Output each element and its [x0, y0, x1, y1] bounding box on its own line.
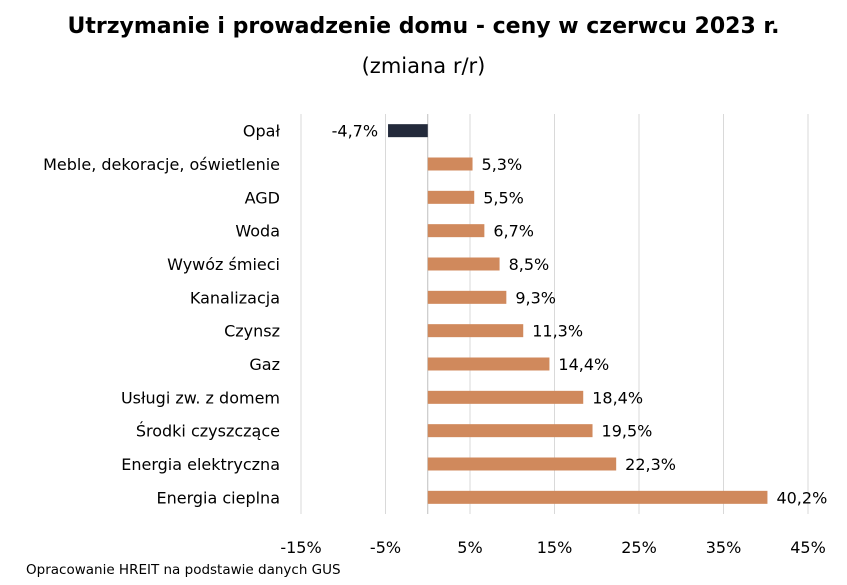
bar-4: [427, 257, 500, 271]
gridlines: [300, 114, 809, 514]
value-label-5: 9,3%: [515, 288, 556, 307]
bar-7: [427, 357, 550, 371]
value-label-0: -4,7%: [332, 122, 378, 141]
value-label-10: 22,3%: [625, 455, 676, 474]
bar-8: [427, 390, 584, 404]
value-label-11: 40,2%: [776, 488, 827, 507]
category-label-0: Opał: [243, 122, 281, 141]
value-label-8: 18,4%: [592, 388, 643, 407]
bar-0: [388, 124, 428, 138]
category-label-10: Energia elektryczna: [121, 455, 280, 474]
category-label-8: Usługi zw. z domem: [121, 388, 280, 407]
bar-1: [427, 157, 473, 171]
value-label-3: 6,7%: [493, 222, 534, 241]
x-tick-label-3: 15%: [537, 538, 573, 557]
category-labels: Opał Meble, dekoracje, oświetlenie AGD Woda…: [43, 122, 280, 508]
x-tick-label-1: -5%: [370, 538, 401, 557]
category-label-5: Kanalizacja: [190, 288, 280, 307]
category-label-9: Środki czyszczące: [136, 422, 280, 441]
value-label-6: 11,3%: [532, 322, 583, 341]
bars: [388, 124, 768, 504]
bar-6: [427, 324, 524, 338]
bar-10: [427, 457, 617, 471]
chart-title: Utrzymanie i prowadzenie domu - ceny w c…: [67, 14, 780, 39]
bar-11: [427, 490, 768, 504]
bar-2: [427, 190, 475, 204]
value-label-1: 5,3%: [482, 155, 523, 174]
x-tick-label-0: -15%: [280, 538, 321, 557]
category-label-1: Meble, dekoracje, oświetlenie: [43, 155, 280, 174]
value-labels: -4,7% 5,3% 5,5% 6,7% 8,5% 9,3% 11,3% 14,4% 18,4%…: [332, 122, 828, 508]
source-note: Opracowanie HREIT na podstawie danych GU…: [26, 562, 341, 578]
x-tick-label-5: 35%: [706, 538, 742, 557]
value-label-4: 8,5%: [509, 255, 550, 274]
x-tick-labels: -15% -5% 5% 15% 25% 35% 45%: [280, 538, 825, 557]
category-label-3: Woda: [235, 222, 280, 241]
value-label-2: 5,5%: [483, 188, 524, 207]
x-tick-label-2: 5%: [457, 538, 482, 557]
category-label-2: AGD: [245, 188, 280, 207]
x-tick-label-4: 25%: [621, 538, 657, 557]
bar-3: [427, 224, 485, 238]
category-label-7: Gaz: [249, 355, 280, 374]
bar-5: [427, 290, 507, 304]
chart-subtitle: (zmiana r/r): [361, 54, 486, 78]
x-tick-label-6: 45%: [790, 538, 826, 557]
category-label-11: Energia cieplna: [156, 488, 280, 507]
value-label-9: 19,5%: [602, 422, 653, 441]
category-label-4: Wywóz śmieci: [167, 255, 280, 274]
bar-9: [427, 424, 593, 438]
category-label-6: Czynsz: [224, 322, 280, 341]
value-label-7: 14,4%: [558, 355, 609, 374]
